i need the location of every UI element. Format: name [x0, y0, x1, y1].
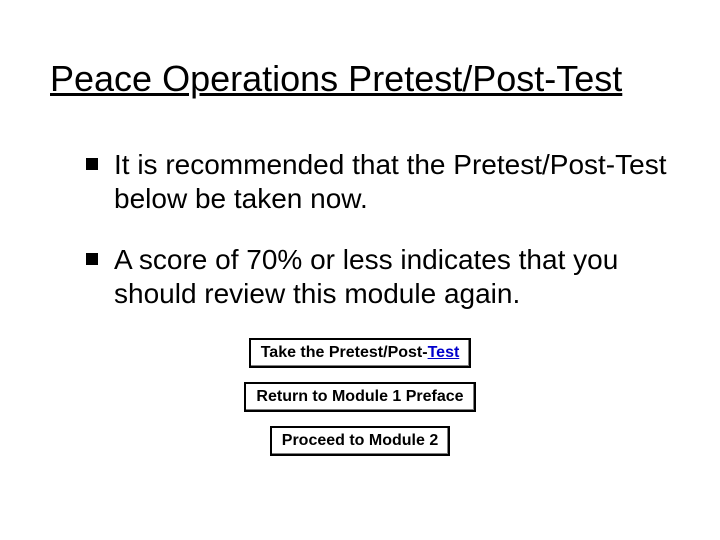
take-test-label-link: Test — [428, 344, 460, 361]
return-preface-button[interactable]: Return to Module 1 Preface — [244, 382, 475, 412]
page-title: Peace Operations Pretest/Post-Test — [50, 58, 670, 100]
bullet-item: A score of 70% or less indicates that yo… — [86, 243, 670, 310]
bullet-list: It is recommended that the Pretest/Post-… — [50, 148, 670, 310]
take-test-label-prefix: Take the Pretest/Post- — [261, 344, 428, 361]
button-group: Take the Pretest/Post-Test Return to Mod… — [50, 338, 670, 456]
slide-container: Peace Operations Pretest/Post-Test It is… — [0, 0, 720, 540]
bullet-item: It is recommended that the Pretest/Post-… — [86, 148, 670, 215]
take-test-button[interactable]: Take the Pretest/Post-Test — [249, 338, 472, 368]
proceed-button[interactable]: Proceed to Module 2 — [270, 426, 450, 456]
